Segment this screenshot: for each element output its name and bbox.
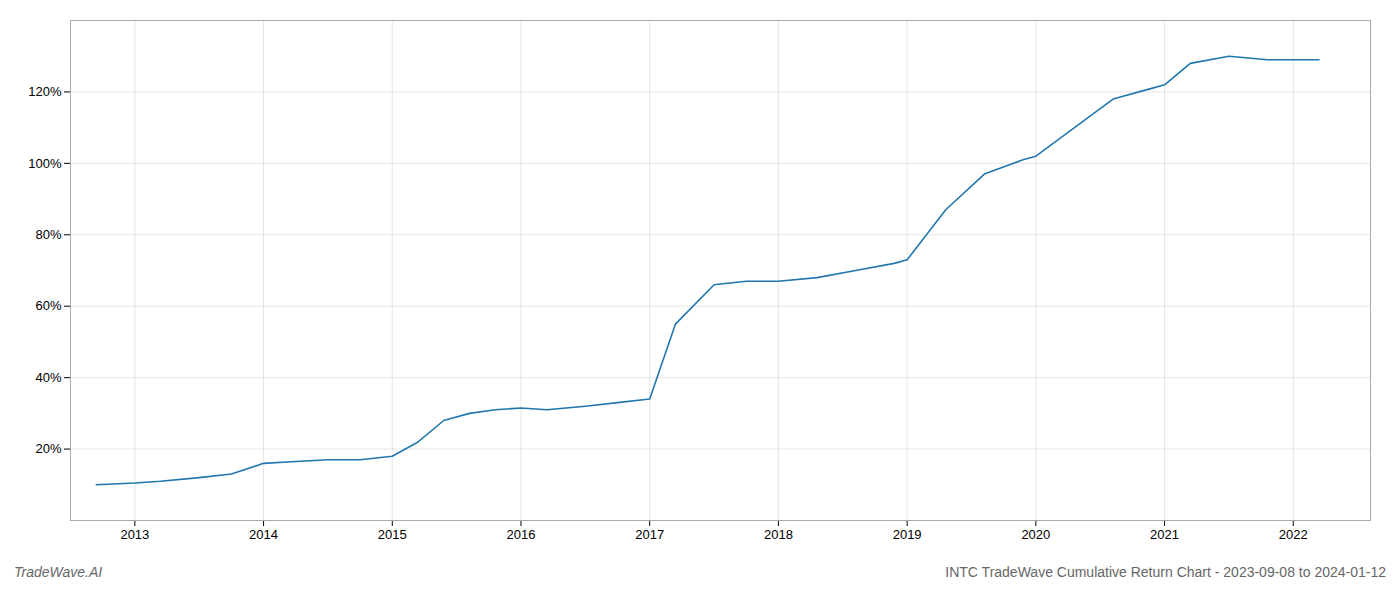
svg-text:60%: 60% <box>35 298 61 313</box>
svg-text:2015: 2015 <box>378 527 407 542</box>
svg-text:2013: 2013 <box>120 527 149 542</box>
svg-text:2022: 2022 <box>1279 527 1308 542</box>
svg-text:2014: 2014 <box>249 527 278 542</box>
svg-text:120%: 120% <box>28 84 62 99</box>
svg-text:2018: 2018 <box>764 527 793 542</box>
svg-text:2017: 2017 <box>635 527 664 542</box>
svg-text:2021: 2021 <box>1150 527 1179 542</box>
svg-text:40%: 40% <box>35 370 61 385</box>
html-text:INTC TradeWave Cumulative Retu: INTC TradeWave Cumulative Return Chart -… <box>945 564 1386 580</box>
svg-text:2020: 2020 <box>1021 527 1050 542</box>
svg-text:2019: 2019 <box>893 527 922 542</box>
svg-text:20%: 20% <box>35 441 61 456</box>
svg-text:80%: 80% <box>35 227 61 242</box>
html-text:TradeWave.AI: TradeWave.AI <box>14 564 103 580</box>
svg-text:100%: 100% <box>28 156 62 171</box>
svg-text:2016: 2016 <box>507 527 536 542</box>
